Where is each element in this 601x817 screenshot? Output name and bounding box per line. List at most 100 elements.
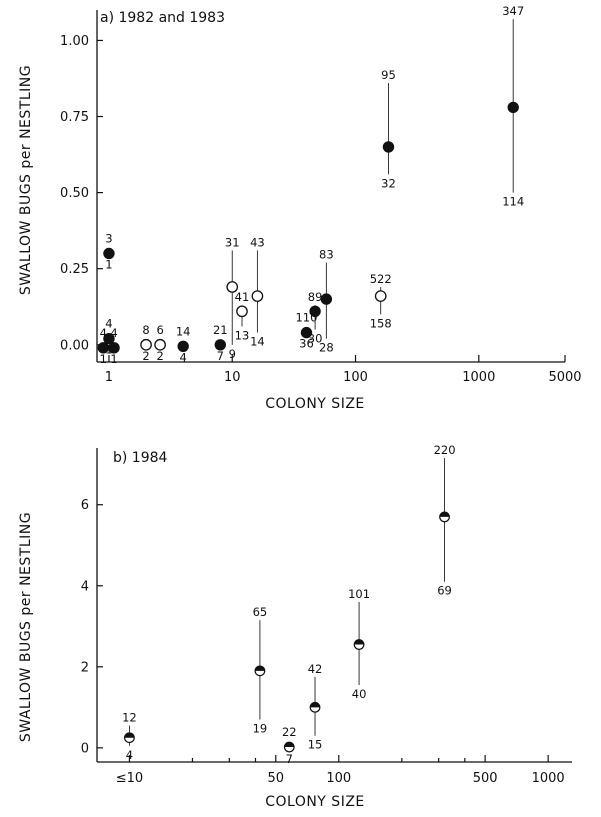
panel-b-title: b) 1984 [113,450,168,466]
point-label-top: 8 [142,323,149,337]
x-tick-label: 1000 [462,370,495,385]
marker-half-fill [255,666,265,671]
panel-a-x-axis-title: COLONY SIZE [265,396,365,412]
panel-a-title: a) 1982 and 1983 [100,10,225,26]
y-tick-label: 2 [81,660,89,675]
x-tick-label: 10 [224,370,241,385]
data-point: 220 69 [434,443,456,598]
point-label-bottom: 114 [502,195,524,209]
point-label-bottom: 9 [229,347,236,361]
data-point: 41 [108,326,120,366]
panel-a-marks: 4131414182621442173194113431411036893083… [97,4,524,366]
x-tick-label: 100 [343,370,368,385]
point-label-bottom: 7 [286,752,293,766]
point-label-top: 83 [319,248,334,262]
panel-b-axes: 0 2 4 6 ≤10 50 100 500 1000 [81,448,572,786]
y-tick-label: 4 [81,579,89,594]
marker-half-fill [284,742,295,748]
point-label-bottom: 14 [250,335,265,349]
point-label-bottom: 1 [105,257,112,271]
point-label-top: 347 [502,4,524,18]
point-label-top: 41 [235,290,250,304]
point-label-bottom: 2 [156,349,163,363]
point-label-bottom: 7 [217,349,224,363]
point-label-top: 14 [176,324,191,338]
point-label-top: 31 [225,235,240,249]
point-label-top: 522 [370,272,392,286]
data-point: 31 9 [225,235,240,360]
marker-filled [103,247,115,260]
data-point: 12 4 [122,711,137,762]
point-label-bottom: 13 [235,329,250,343]
point-label-top: 89 [308,290,323,304]
point-label-top: 22 [282,725,297,739]
panel-a-axes: 0.00 0.25 0.50 0.75 1.00 1 10 100 1000 5000 [60,10,582,385]
point-label-top: 43 [250,235,265,249]
point-label-top: 4 [100,326,107,340]
y-tick-label: 6 [81,498,89,513]
marker-open [154,338,166,351]
point-label-bottom: 158 [370,316,392,330]
y-tick-label: 0.75 [60,110,89,125]
data-point: 95 32 [381,68,396,190]
marker-half-fill [439,512,450,517]
marker-filled [300,326,313,339]
x-tick-label: 100 [326,771,351,786]
data-point: 41 13 [235,290,250,342]
data-point: 65 19 [253,605,268,735]
y-tick-label: 1.00 [60,34,89,49]
data-point: 14 4 [176,324,191,364]
point-label-bottom: 4 [180,350,187,364]
point-label-bottom: 4 [126,748,133,762]
marker-filled [177,340,189,353]
panel-b-x-axis-title: COLONY SIZE [265,794,365,810]
panel-b-y-axis-title: SWALLOW BUGS per NESTLING [18,512,34,742]
marker-filled [214,339,226,351]
point-label-bottom: 15 [308,738,323,752]
marker-open [226,281,239,293]
data-point: 62 [154,323,166,363]
marker-half-fill [124,732,135,738]
marker-filled [103,332,115,345]
point-label-bottom: 19 [253,721,268,735]
x-tick-label: 1000 [532,771,565,786]
marker-open [236,305,248,318]
marker-filled [309,305,321,318]
data-point: 21 7 [213,323,228,363]
marker-open [140,338,152,351]
point-label-top: 4 [110,326,117,340]
data-point: 22 7 [282,725,297,766]
x-tick-label: 500 [473,771,498,786]
marker-open [251,290,264,302]
marker-filled [507,101,519,114]
data-point: 522 158 [370,272,392,330]
marker-open [374,290,387,302]
data-point: 31 [103,231,115,271]
panel-a-y-axis-title: SWALLOW BUGS per NESTLING [18,65,34,295]
point-label-bottom: 1 [100,352,107,366]
point-label-bottom: 28 [319,341,334,355]
point-label-bottom: 2 [142,349,149,363]
data-point: 347 114 [502,4,524,208]
point-label-bottom: 40 [352,687,367,701]
point-label-top: 65 [253,605,268,619]
point-label-top: 220 [434,443,456,457]
data-point: 89 30 [308,290,323,345]
marker-filled [108,342,120,354]
x-tick-label: 1 [105,370,113,385]
point-label-bottom: 1 [110,352,117,366]
point-label-top: 21 [213,323,228,337]
point-label-top: 95 [381,68,396,82]
y-tick-label: 0.25 [60,262,89,277]
marker-half-fill [354,639,364,645]
panel-b-marks: 12 4 65 19 22 7 42 15 101 40 220 69 [122,443,455,766]
x-tick-label: ≤10 [116,771,143,786]
y-tick-label: 0.00 [60,338,89,353]
point-label-top: 4 [105,317,112,331]
data-point: 42 15 [308,662,323,752]
point-label-top: 3 [105,231,112,245]
point-label-top: 42 [308,662,323,676]
marker-half-fill [310,702,320,708]
x-tick-label: 5000 [548,370,581,385]
